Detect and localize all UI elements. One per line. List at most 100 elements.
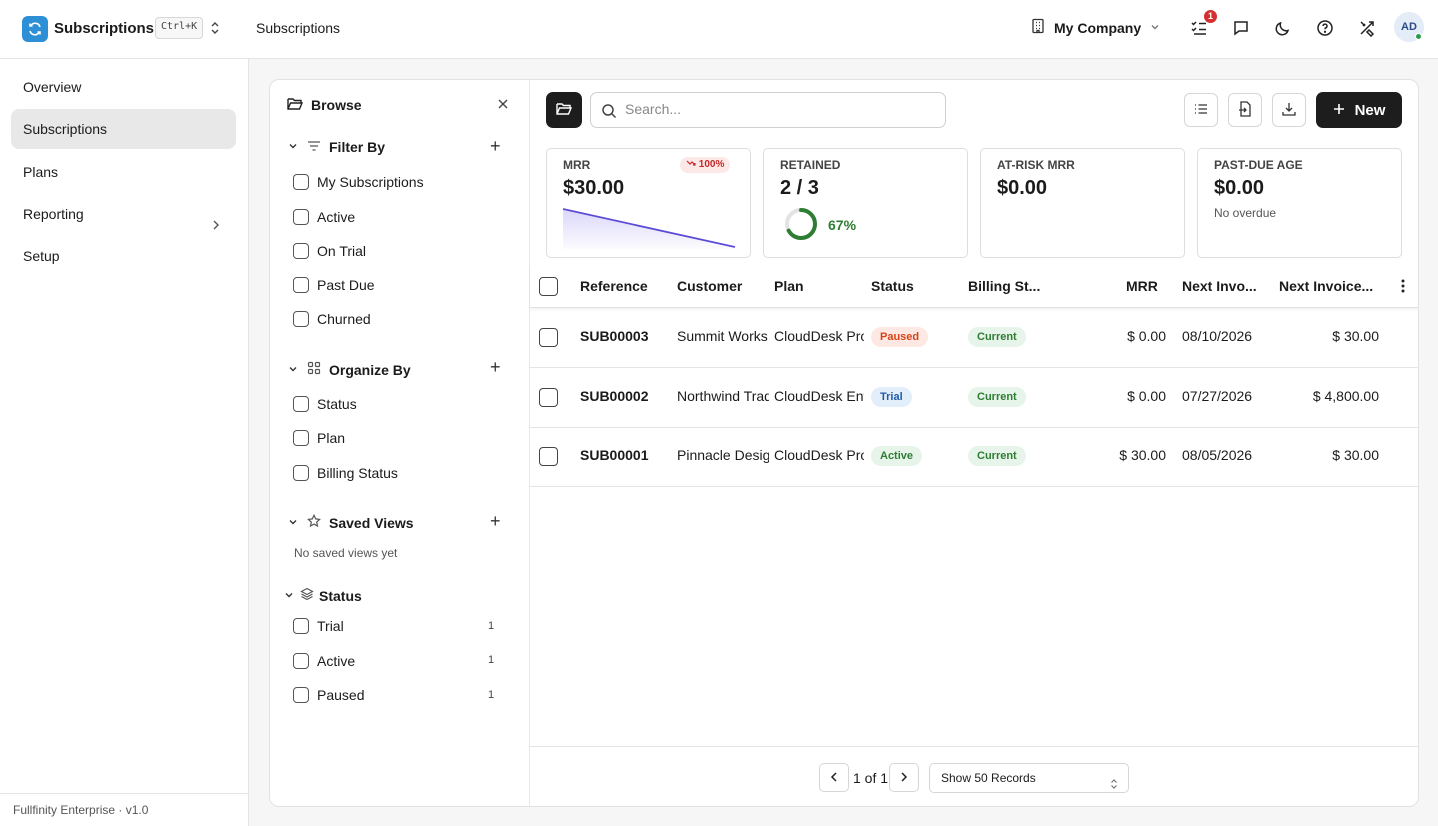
chevron-down-icon xyxy=(287,139,299,155)
cell-reference[interactable]: SUB00001 xyxy=(580,447,649,463)
tools-icon[interactable] xyxy=(1357,18,1377,38)
checkbox[interactable] xyxy=(293,430,309,446)
cell-next-invoice-date: 08/05/2026 xyxy=(1182,447,1253,463)
cell-customer: Pinnacle Design xyxy=(677,447,769,463)
status-option[interactable]: Active xyxy=(293,653,355,669)
breadcrumb[interactable]: Subscriptions xyxy=(256,20,341,36)
option-label: Plan xyxy=(317,430,346,446)
nav-item-subscriptions[interactable]: Subscriptions xyxy=(11,109,236,149)
search-box[interactable] xyxy=(590,92,946,128)
column-header[interactable]: Reference xyxy=(580,278,648,294)
column-header[interactable]: Next Invo... xyxy=(1182,278,1257,294)
column-header[interactable]: Status xyxy=(871,278,914,294)
tasks-icon[interactable] xyxy=(1189,18,1209,38)
checkbox[interactable] xyxy=(293,618,309,634)
prev-page-button[interactable] xyxy=(819,763,849,792)
add-filter-button[interactable]: + xyxy=(490,136,501,156)
option-label: Paused xyxy=(317,687,365,703)
trend-value: 100% xyxy=(698,159,725,170)
close-icon[interactable] xyxy=(497,97,509,113)
organize-option[interactable]: Plan xyxy=(293,430,345,446)
status-badge: Trial xyxy=(871,387,912,407)
organize-option[interactable]: Billing Status xyxy=(293,465,398,481)
help-icon[interactable] xyxy=(1315,18,1335,38)
cell-customer: Northwind Trading xyxy=(677,388,769,404)
filter-option[interactable]: Past Due xyxy=(293,277,375,293)
page-size-select[interactable]: Show 50 Records xyxy=(929,763,1129,793)
add-saved-view-button[interactable]: + xyxy=(490,511,501,531)
company-switcher[interactable]: My Company xyxy=(1030,18,1161,37)
cell-reference[interactable]: SUB00002 xyxy=(580,388,649,404)
browse-toggle-button[interactable] xyxy=(546,92,582,128)
at-risk-card[interactable]: AT-RISK MRR $0.00 xyxy=(980,148,1185,258)
status-option[interactable]: Trial xyxy=(293,618,344,634)
organize-by-section[interactable]: Organize By xyxy=(287,361,411,378)
list-view-button[interactable] xyxy=(1184,93,1218,127)
filter-by-section[interactable]: Filter By xyxy=(287,139,385,155)
checkbox[interactable] xyxy=(293,209,309,225)
moon-icon[interactable] xyxy=(1273,18,1293,38)
checkbox[interactable] xyxy=(293,653,309,669)
checkbox[interactable] xyxy=(293,396,309,412)
search-input[interactable] xyxy=(625,101,925,117)
row-checkbox[interactable] xyxy=(539,388,558,407)
avatar[interactable]: AD xyxy=(1394,12,1424,42)
nav-item-overview[interactable]: Overview xyxy=(23,79,82,95)
next-page-button[interactable] xyxy=(889,763,919,792)
trending-down-icon xyxy=(686,159,696,170)
column-menu-icon[interactable] xyxy=(1401,278,1405,297)
card-value: $0.00 xyxy=(997,177,1048,199)
filter-option[interactable]: On Trial xyxy=(293,243,366,259)
content-panel: Browse Filter By + My Subscriptions Acti… xyxy=(269,79,1419,807)
column-header[interactable]: Plan xyxy=(774,278,804,294)
new-button[interactable]: New xyxy=(1316,92,1402,128)
empty-saved-views: No saved views yet xyxy=(294,546,398,560)
sync-icon[interactable] xyxy=(22,16,48,42)
nav-item-plans[interactable]: Plans xyxy=(23,164,59,180)
retained-card[interactable]: RETAINED 2 / 3 67% xyxy=(763,148,968,258)
mrr-card[interactable]: MRR 100% $30.00 xyxy=(546,148,751,258)
status-group-section[interactable]: Status xyxy=(283,587,362,604)
building-icon xyxy=(1030,18,1046,37)
notification-badge: 1 xyxy=(1204,10,1217,23)
cell-reference[interactable]: SUB00003 xyxy=(580,328,649,344)
checkbox[interactable] xyxy=(293,243,309,259)
download-icon xyxy=(1282,102,1296,119)
column-header[interactable]: MRR xyxy=(1126,278,1158,294)
version-footer: Fullfinity Enterprise · v1.0 xyxy=(0,793,248,826)
column-header[interactable]: Next Invoice... xyxy=(1279,278,1374,294)
status-count: 1 xyxy=(488,620,495,632)
nav-item-reporting[interactable]: Reporting xyxy=(11,194,236,234)
export-button[interactable] xyxy=(1272,93,1306,127)
select-all-checkbox[interactable] xyxy=(539,277,558,296)
cell-plan: CloudDesk Pro xyxy=(774,328,864,344)
card-label: AT-RISK MRR xyxy=(997,158,1075,172)
option-label: Billing Status xyxy=(317,465,398,481)
checkbox[interactable] xyxy=(293,311,309,327)
table-row[interactable]: SUB00001 Pinnacle Design CloudDesk Pro A… xyxy=(530,427,1418,487)
column-header[interactable]: Customer xyxy=(677,278,743,294)
past-due-card[interactable]: PAST-DUE AGE $0.00 No overdue xyxy=(1197,148,1402,258)
filter-option[interactable]: My Subscriptions xyxy=(293,174,424,190)
row-checkbox[interactable] xyxy=(539,447,558,466)
import-button[interactable] xyxy=(1228,93,1262,127)
add-group-button[interactable]: + xyxy=(490,357,501,377)
status-option[interactable]: Paused xyxy=(293,687,364,703)
saved-views-section[interactable]: Saved Views xyxy=(287,513,414,531)
filter-option[interactable]: Churned xyxy=(293,311,371,327)
column-header[interactable]: Billing St... xyxy=(968,278,1041,294)
organize-option[interactable]: Status xyxy=(293,396,357,412)
app-name[interactable]: Subscriptions xyxy=(54,20,155,37)
checkbox[interactable] xyxy=(293,687,309,703)
table-row[interactable]: SUB00002 Northwind Trading CloudDesk Ent… xyxy=(530,368,1418,428)
pagination: 1 of 1 Show 50 Records xyxy=(530,746,1418,806)
nav-item-setup[interactable]: Setup xyxy=(23,248,60,264)
checkbox[interactable] xyxy=(293,174,309,190)
checkbox[interactable] xyxy=(293,465,309,481)
chat-icon[interactable] xyxy=(1231,18,1251,38)
filter-option[interactable]: Active xyxy=(293,209,355,225)
table-row[interactable]: SUB00003 Summit Works CloudDesk Pro Paus… xyxy=(530,308,1418,368)
checkbox[interactable] xyxy=(293,277,309,293)
row-checkbox[interactable] xyxy=(539,328,558,347)
chevron-up-down-icon[interactable] xyxy=(209,21,221,38)
